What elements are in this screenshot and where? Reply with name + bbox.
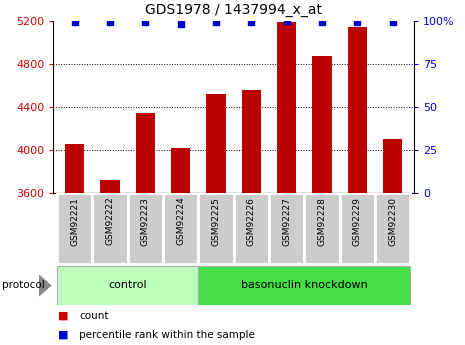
Bar: [269, 193, 304, 264]
Point: [247, 20, 255, 25]
Bar: [312, 56, 332, 193]
Bar: [348, 27, 367, 193]
Bar: [128, 193, 163, 264]
Bar: [65, 144, 84, 193]
Point: [177, 21, 185, 27]
Bar: [93, 193, 128, 264]
Text: percentile rank within the sample: percentile rank within the sample: [79, 330, 255, 339]
Bar: [199, 193, 234, 264]
Bar: [375, 193, 410, 264]
Text: GSM92229: GSM92229: [353, 197, 362, 246]
Point: [318, 20, 325, 25]
Text: GSM92221: GSM92221: [70, 197, 79, 246]
Polygon shape: [39, 274, 52, 297]
Text: GSM92225: GSM92225: [212, 197, 220, 246]
Text: GSM92230: GSM92230: [388, 197, 397, 246]
Bar: [163, 193, 199, 264]
Text: count: count: [79, 311, 108, 321]
Title: GDS1978 / 1437994_x_at: GDS1978 / 1437994_x_at: [145, 3, 322, 17]
Text: GSM92227: GSM92227: [282, 197, 291, 246]
Point: [283, 18, 290, 23]
Bar: [206, 94, 226, 193]
Bar: [57, 266, 199, 305]
Text: basonuclin knockdown: basonuclin knockdown: [241, 280, 368, 290]
Text: GSM92226: GSM92226: [247, 197, 256, 246]
Bar: [171, 148, 190, 193]
Bar: [339, 193, 375, 264]
Text: ■: ■: [58, 311, 69, 321]
Point: [353, 20, 361, 25]
Text: control: control: [108, 280, 147, 290]
Text: GSM92222: GSM92222: [106, 197, 114, 246]
Bar: [199, 266, 410, 305]
Bar: [277, 22, 296, 193]
Bar: [100, 180, 120, 193]
Text: protocol: protocol: [2, 280, 45, 290]
Bar: [304, 193, 339, 264]
Bar: [57, 193, 93, 264]
Point: [142, 20, 149, 25]
Point: [213, 20, 220, 25]
Point: [106, 20, 114, 25]
Text: GSM92223: GSM92223: [141, 197, 150, 246]
Bar: [234, 193, 269, 264]
Text: GSM92228: GSM92228: [318, 197, 326, 246]
Bar: [242, 90, 261, 193]
Point: [71, 20, 79, 25]
Point: [389, 20, 396, 25]
Text: GSM92224: GSM92224: [176, 197, 185, 246]
Bar: [136, 114, 155, 193]
Bar: [383, 139, 402, 193]
Text: ■: ■: [58, 330, 69, 339]
